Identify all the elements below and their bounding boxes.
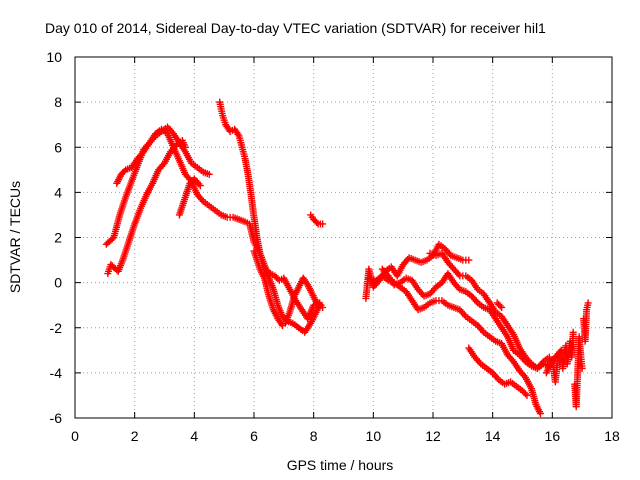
data-point xyxy=(496,302,504,310)
x-tick-label: 10 xyxy=(366,428,382,444)
data-point xyxy=(205,170,213,178)
y-tick-label: 10 xyxy=(46,49,62,65)
x-tick-label: 8 xyxy=(310,428,318,444)
y-tick-label: 0 xyxy=(54,275,62,291)
y-tick-label: 2 xyxy=(54,230,62,246)
data-point xyxy=(498,303,506,311)
x-tick-label: 12 xyxy=(425,428,441,444)
data-point xyxy=(319,220,327,228)
y-tick-label: 4 xyxy=(54,184,62,200)
data-points xyxy=(102,98,592,417)
y-tick-label: 6 xyxy=(54,139,62,155)
y-tick-label: 8 xyxy=(54,94,62,110)
y-tick-label: -6 xyxy=(50,410,63,426)
data-point xyxy=(317,301,325,309)
data-point xyxy=(521,390,529,398)
x-tick-label: 18 xyxy=(604,428,620,444)
x-tick-label: 14 xyxy=(485,428,501,444)
x-tick-label: 4 xyxy=(190,428,198,444)
data-point xyxy=(584,299,592,307)
data-point xyxy=(578,364,586,372)
chart-title: Day 010 of 2014, Sidereal Day-to-day VTE… xyxy=(45,20,546,36)
x-tick-label: 6 xyxy=(250,428,258,444)
x-tick-label: 0 xyxy=(71,428,79,444)
y-tick-label: -2 xyxy=(50,320,63,336)
data-point xyxy=(569,328,577,336)
data-point xyxy=(196,182,204,190)
x-axis-label: GPS time / hours xyxy=(287,457,394,473)
y-tick-label: -4 xyxy=(50,365,63,381)
x-tick-label: 16 xyxy=(545,428,561,444)
data-point xyxy=(313,218,321,226)
x-tick-label: 2 xyxy=(131,428,139,444)
grid-lines xyxy=(75,57,612,418)
axis-ticks: 0 2 4 6 8 10 12 14 16 18 -6 -4 -2 0 2 4 6 8 10 xyxy=(46,49,620,444)
data-point xyxy=(536,409,544,417)
y-axis-label: SDTVAR / TECUs xyxy=(7,181,23,293)
data-point xyxy=(465,256,473,264)
data-point xyxy=(181,143,189,151)
data-point xyxy=(523,391,531,399)
